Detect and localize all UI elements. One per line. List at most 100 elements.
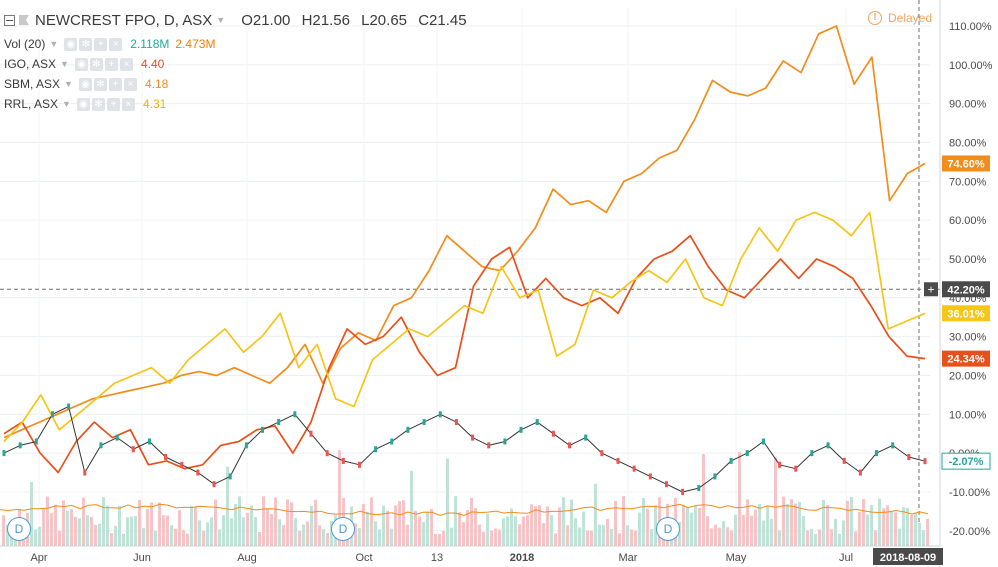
volume-bar (158, 502, 161, 546)
volume-bar (94, 525, 97, 546)
y-tick-label: 50.00% (949, 254, 987, 266)
last-value-label: -2.07% (949, 456, 984, 468)
volume-bar (38, 526, 41, 546)
chevron-down-icon[interactable]: ▼ (60, 59, 69, 69)
volume-bar (730, 530, 733, 546)
add-icon[interactable]: + (108, 77, 122, 91)
close-icon[interactable]: × (123, 77, 137, 91)
delayed-status[interactable]: ! Delayed (868, 11, 932, 25)
close-icon[interactable]: × (109, 37, 123, 51)
low-value: L20.65 (361, 11, 408, 29)
chevron-down-icon[interactable]: ▼ (49, 39, 59, 49)
legend: NEWCREST FPO, D, ASX ▼ O21.00 H21.56 L20… (4, 8, 474, 114)
volume-bar (898, 528, 901, 546)
volume-bar (506, 516, 509, 546)
volume-bar (518, 524, 521, 546)
volume-bar (874, 530, 877, 546)
volume-bar (622, 496, 625, 546)
volume-bar (354, 523, 357, 546)
dividend-marker-icon[interactable]: D (656, 517, 680, 541)
eye-icon[interactable]: ◉ (64, 37, 78, 51)
volume-bar (270, 513, 273, 546)
comparison-value: 4.40 (140, 57, 165, 71)
candle (568, 442, 572, 449)
volume-bar (866, 514, 869, 546)
candle (325, 450, 329, 457)
volume-bar (914, 512, 917, 546)
x-tick-label: Mar (619, 552, 638, 564)
volume-bar (846, 500, 849, 546)
ohlc-values: O21.00 H21.56 L20.65 C21.45 (241, 12, 473, 29)
volume-bar (82, 497, 85, 546)
candle (907, 454, 911, 461)
dividend-marker-icon[interactable]: D (331, 517, 355, 541)
chevron-down-icon[interactable]: ▼ (216, 15, 226, 25)
y-tick-label: 20.00% (949, 370, 987, 382)
volume-bar (474, 508, 477, 546)
candle (761, 438, 765, 445)
volume-bar (682, 505, 685, 546)
volume-bar (378, 529, 381, 546)
comparison-label[interactable]: SBM, ASX (4, 77, 61, 91)
dividend-marker-icon[interactable]: D (7, 517, 31, 541)
volume-bar (174, 528, 177, 546)
last-value-label-bg (942, 155, 990, 172)
volume-bar (438, 533, 441, 546)
volume-bar (422, 522, 425, 546)
add-icon[interactable]: + (104, 57, 118, 71)
volume-bar (478, 524, 481, 546)
chevron-down-icon[interactable]: ▼ (62, 99, 71, 109)
candle (406, 426, 410, 433)
settings-icon[interactable]: ✻ (89, 57, 103, 71)
settings-icon[interactable]: ✻ (91, 97, 105, 111)
volume-bar (386, 510, 389, 546)
eye-icon[interactable]: ◉ (78, 77, 92, 91)
comparison-value: 4.18 (144, 77, 169, 91)
volume-bar (146, 508, 149, 546)
candle (842, 457, 846, 464)
y-tick-label: -20.00% (949, 526, 990, 538)
flag-icon[interactable] (19, 15, 29, 25)
candle (212, 481, 216, 488)
collapse-icon[interactable] (4, 14, 15, 26)
volume-bar (218, 529, 221, 546)
volume-bar (286, 499, 289, 546)
settings-icon[interactable]: ✻ (93, 77, 107, 91)
comparison-label[interactable]: IGO, ASX (4, 57, 57, 71)
candle (18, 442, 22, 449)
volume-bar (746, 499, 749, 546)
alert-icon: ! (868, 11, 882, 25)
volume-bar (450, 527, 453, 546)
close-icon[interactable]: × (121, 97, 135, 111)
comparison-label[interactable]: RRL, ASX (4, 97, 59, 111)
volume-bar (458, 512, 461, 546)
volume-bar (770, 518, 773, 546)
volume-bar (110, 533, 113, 546)
volume-label[interactable]: Vol (20) (4, 37, 46, 51)
candle (519, 426, 523, 433)
volume-bar (558, 507, 561, 546)
close-icon[interactable]: × (119, 57, 133, 71)
add-icon[interactable]: + (94, 37, 108, 51)
volume-bar (86, 515, 89, 546)
chevron-down-icon[interactable]: ▼ (64, 79, 73, 89)
candle (584, 434, 588, 441)
volume-bar (594, 483, 597, 546)
candle (729, 457, 733, 464)
volume-bar (806, 530, 809, 546)
volume-bar (142, 528, 145, 546)
volume-bar (406, 524, 409, 546)
volume-bar (842, 520, 845, 546)
volume-bar (118, 505, 121, 546)
eye-icon[interactable]: ◉ (76, 97, 90, 111)
date-label-bg (873, 548, 943, 565)
volume-bar (30, 482, 33, 546)
eye-icon[interactable]: ◉ (74, 57, 88, 71)
add-icon[interactable]: + (106, 97, 120, 111)
settings-icon[interactable]: ✻ (79, 37, 93, 51)
volume-bar (34, 529, 37, 546)
volume-bar (254, 517, 257, 546)
symbol-title[interactable]: NEWCREST FPO, D, ASX (35, 11, 213, 29)
volume-bar (382, 505, 385, 546)
